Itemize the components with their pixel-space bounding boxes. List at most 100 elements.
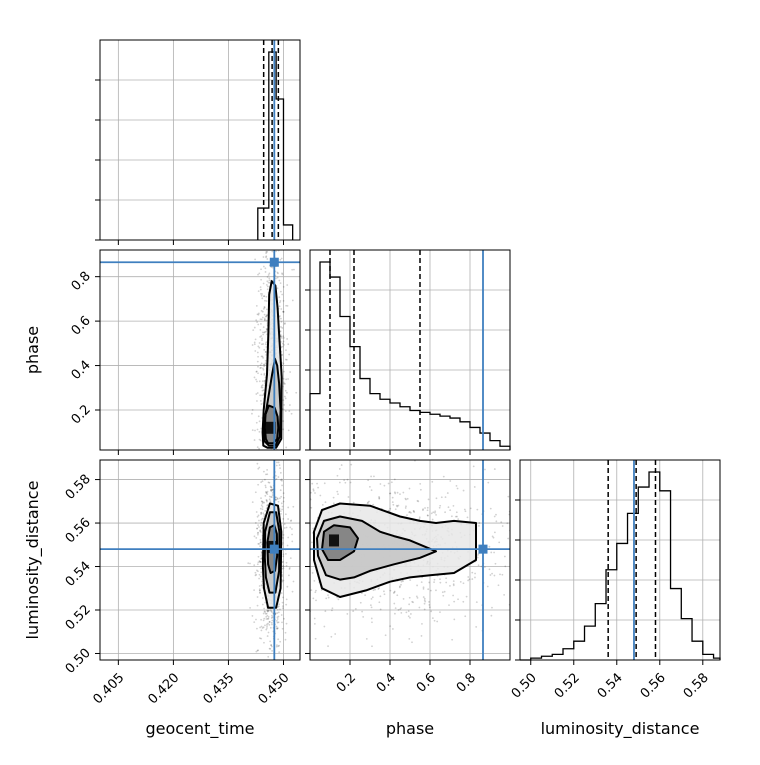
scatter-phase-vs-geocent-time-sample-732 [272,454,274,456]
scatter-luminosity-distance-vs-phase-sample-820 [477,554,479,556]
scatter-luminosity-distance-vs-geocent-time-sample-450 [263,501,266,504]
scatter-luminosity-distance-vs-geocent-time-xtick-label-3: 0.450 [256,670,293,707]
scatter-luminosity-distance-vs-geocent-time-sample-251 [279,467,281,470]
scatter-phase-vs-geocent-time-sample-75 [266,314,269,316]
scatter-phase-vs-geocent-time-sample-783 [262,307,265,310]
scatter-phase-vs-geocent-time-sample-200 [267,464,269,466]
scatter-luminosity-distance-vs-geocent-time-sample-604 [276,618,279,620]
scatter-luminosity-distance-vs-phase-sample-226 [311,541,313,544]
scatter-phase-vs-geocent-time-sample-261 [281,463,283,465]
scatter-luminosity-distance-vs-geocent-time-sample-753 [259,561,262,563]
scatter-luminosity-distance-vs-geocent-time-sample-728 [260,561,263,563]
scatter-phase-vs-geocent-time-sample-178 [259,328,262,331]
scatter-luminosity-distance-vs-phase-sample-223 [444,496,447,499]
scatter-phase-vs-geocent-time-ytick-label-3: 0.8 [69,269,94,294]
scatter-luminosity-distance-vs-phase-sample-185 [285,490,287,492]
scatter-luminosity-distance-vs-geocent-time-sample-215 [280,502,283,505]
scatter-luminosity-distance-vs-phase-sample-271 [465,595,468,598]
scatter-luminosity-distance-vs-geocent-time-sample-470 [260,513,263,516]
scatter-luminosity-distance-vs-phase-contour-1 [316,515,437,581]
scatter-luminosity-distance-vs-geocent-time-sample-618 [254,522,257,524]
scatter-luminosity-distance-vs-geocent-time-sample-792 [262,517,265,520]
scatter-luminosity-distance-vs-phase-sample-853 [516,566,518,568]
scatter-luminosity-distance-vs-geocent-time-sample-724 [256,667,258,669]
scatter-luminosity-distance-vs-phase-sample-24 [373,475,375,478]
scatter-luminosity-distance-vs-phase-sample-15 [400,458,402,460]
scatter-luminosity-distance-vs-phase-sample-49 [435,513,437,516]
hist-phase-bin-1 [320,262,330,450]
scatter-luminosity-distance-vs-geocent-time-sample-714 [284,513,287,516]
scatter-phase-vs-geocent-time-sample-678 [265,283,268,286]
scatter-luminosity-distance-vs-geocent-time-sample-51 [272,488,274,491]
scatter-luminosity-distance-vs-geocent-time-sample-588 [264,601,267,604]
scatter-phase-vs-geocent-time-sample-411 [265,252,268,255]
scatter-phase-vs-geocent-time-sample-409 [263,331,266,334]
scatter-phase-vs-geocent-time-sample-171 [254,258,257,261]
scatter-phase-vs-geocent-time-sample-630 [260,484,262,486]
scatter-luminosity-distance-vs-phase-sample-308 [466,516,469,519]
scatter-luminosity-distance-vs-geocent-time-sample-539 [279,510,282,513]
scatter-luminosity-distance-vs-geocent-time-sample-83 [286,585,289,588]
scatter-luminosity-distance-vs-geocent-time-sample-548 [263,641,265,644]
scatter-luminosity-distance-vs-geocent-time-sample-791 [281,542,284,544]
scatter-luminosity-distance-vs-geocent-time-sample-310 [264,624,266,627]
scatter-luminosity-distance-vs-geocent-time-sample-745 [259,541,262,544]
scatter-luminosity-distance-vs-geocent-time-sample-354 [283,617,285,620]
scatter-luminosity-distance-vs-geocent-time-sample-605 [261,502,264,505]
scatter-phase-vs-geocent-time-sample-264 [283,395,286,398]
scatter-luminosity-distance-vs-phase-sample-896 [327,645,329,648]
scatter-luminosity-distance-vs-geocent-time-sample-826 [267,622,269,625]
scatter-phase-vs-geocent-time-sample-443 [263,295,265,298]
scatter-luminosity-distance-vs-phase-sample-237 [521,559,523,561]
hist-phase-bin-17 [480,433,490,450]
scatter-luminosity-distance-vs-phase-sample-126 [370,617,373,620]
scatter-luminosity-distance-vs-geocent-time-sample-289 [282,565,285,568]
scatter-luminosity-distance-vs-geocent-time-sample-174 [249,562,251,565]
scatter-luminosity-distance-vs-phase-sample-281 [239,571,241,573]
scatter-phase-vs-geocent-time-sample-168 [261,339,263,341]
scatter-luminosity-distance-vs-geocent-time-sample-146 [276,498,279,500]
scatter-phase-vs-geocent-time-sample-291 [284,397,287,400]
scatter-luminosity-distance-vs-geocent-time-xtick-label-0: 0.405 [90,670,127,707]
scatter-luminosity-distance-vs-phase-sample-12 [456,487,459,490]
scatter-luminosity-distance-vs-phase-sample-387 [467,576,470,578]
scatter-luminosity-distance-vs-geocent-time-sample-124 [259,538,262,541]
scatter-phase-vs-geocent-time-sample-777 [279,300,282,302]
scatter-luminosity-distance-vs-geocent-time-sample-142 [258,542,261,545]
scatter-phase-vs-geocent-time-sample-833 [259,292,262,295]
scatter-phase-vs-geocent-time-sample-299 [254,338,257,341]
scatter-luminosity-distance-vs-phase-sample-316 [451,638,454,641]
scatter-phase-vs-geocent-time-sample-342 [281,342,284,345]
scatter-luminosity-distance-vs-geocent-time-sample-684 [257,531,260,534]
scatter-luminosity-distance-vs-phase-sample-759 [285,490,287,492]
scatter-luminosity-distance-vs-geocent-time-sample-816 [258,573,261,576]
scatter-luminosity-distance-vs-geocent-time-sample-373 [269,609,272,612]
scatter-luminosity-distance-vs-geocent-time-sample-280 [260,481,263,484]
scatter-luminosity-distance-vs-geocent-time-sample-369 [276,608,279,611]
scatter-luminosity-distance-vs-phase-sample-384 [338,468,341,470]
scatter-phase-vs-geocent-time-sample-497 [258,380,261,383]
scatter-luminosity-distance-vs-geocent-time-sample-122 [265,612,268,615]
scatter-phase-vs-geocent-time-sample-485 [270,475,272,477]
scatter-luminosity-distance-vs-phase-frame [309,459,511,661]
scatter-phase-vs-geocent-time-sample-657 [262,333,265,336]
hist-luminosity-distance-bin-2 [542,656,553,660]
scatter-luminosity-distance-vs-phase-sample-433 [236,543,238,545]
hist-phase-bin-2 [330,277,340,450]
scatter-phase-vs-geocent-time-sample-83 [264,343,267,346]
scatter-luminosity-distance-vs-geocent-time-sample-839 [260,512,263,514]
scatter-luminosity-distance-vs-phase-sample-555 [314,492,316,494]
scatter-phase-vs-geocent-time-sample-176 [279,317,282,320]
scatter-phase-vs-geocent-time-sample-725 [281,293,284,296]
scatter-luminosity-distance-vs-geocent-time-sample-107 [270,644,273,647]
scatter-luminosity-distance-vs-phase-sample-39 [393,491,396,494]
scatter-phase-vs-geocent-time-sample-45 [255,370,258,373]
scatter-luminosity-distance-vs-geocent-time-sample-308 [282,500,285,503]
scatter-luminosity-distance-vs-phase-sample-426 [304,520,306,522]
scatter-phase-vs-geocent-time-sample-842 [265,461,267,463]
scatter-luminosity-distance-vs-geocent-time-sample-103 [285,622,288,625]
scatter-luminosity-distance-vs-geocent-time-sample-230 [271,650,274,652]
scatter-luminosity-distance-vs-phase-sample-354 [426,506,429,509]
scatter-phase-vs-geocent-time-sample-234 [251,412,253,415]
scatter-luminosity-distance-vs-phase-sample-774 [586,510,588,512]
